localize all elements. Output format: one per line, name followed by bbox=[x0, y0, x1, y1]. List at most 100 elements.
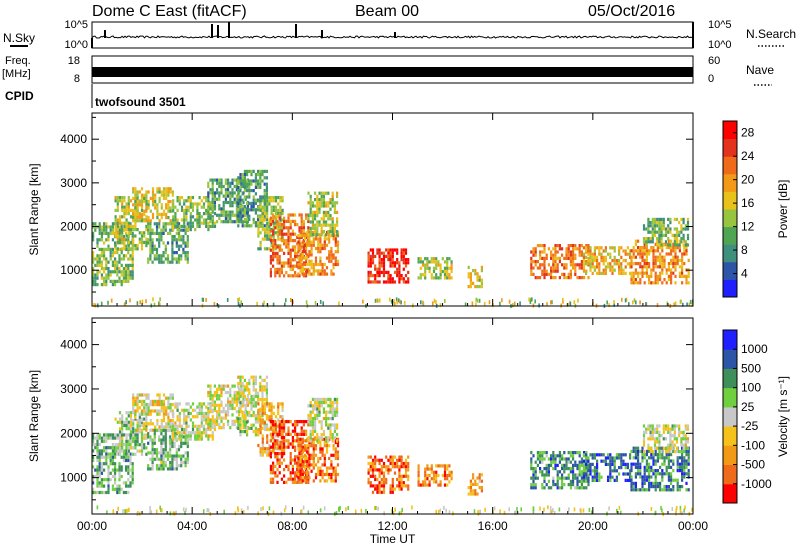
data-cell bbox=[289, 474, 292, 478]
data-cell bbox=[183, 427, 186, 432]
data-cell bbox=[96, 465, 99, 469]
data-cell bbox=[554, 467, 557, 471]
data-cell bbox=[287, 216, 290, 220]
data-cell bbox=[391, 280, 394, 284]
data-cell bbox=[266, 234, 269, 238]
data-cell bbox=[177, 247, 181, 251]
data-cell bbox=[310, 272, 313, 276]
data-cell bbox=[317, 460, 320, 464]
data-cell bbox=[311, 423, 314, 427]
data-cell bbox=[676, 255, 679, 259]
data-cell bbox=[132, 399, 135, 403]
data-cell bbox=[254, 430, 257, 434]
data-cell bbox=[314, 191, 317, 195]
data-cell bbox=[127, 420, 130, 424]
data-cell bbox=[243, 398, 246, 402]
data-cell bbox=[178, 202, 181, 206]
data-cell bbox=[374, 477, 377, 482]
data-cell bbox=[185, 215, 188, 219]
data-cell bbox=[134, 412, 137, 416]
data-cell bbox=[283, 458, 286, 462]
data-cell bbox=[196, 437, 199, 441]
data-cell bbox=[268, 202, 271, 206]
data-cell bbox=[116, 436, 119, 440]
data-cell bbox=[552, 263, 555, 267]
data-cell bbox=[314, 401, 317, 405]
data-cell bbox=[323, 456, 326, 461]
data-cell bbox=[476, 482, 479, 486]
data-cell bbox=[151, 428, 155, 432]
data-cell bbox=[123, 205, 126, 209]
data-cell bbox=[272, 411, 275, 416]
data-cell bbox=[310, 463, 313, 467]
data-cell bbox=[329, 217, 332, 221]
data-cell bbox=[331, 439, 334, 443]
data-cell bbox=[320, 397, 323, 401]
data-cell bbox=[450, 473, 453, 478]
data-cell bbox=[243, 423, 246, 427]
colorbar-swatch bbox=[723, 261, 737, 280]
data-cell bbox=[667, 268, 670, 272]
data-cell bbox=[278, 432, 281, 436]
data-cell bbox=[325, 243, 329, 247]
data-cell bbox=[239, 417, 242, 421]
data-cell bbox=[469, 281, 472, 285]
data-cell bbox=[140, 412, 144, 416]
data-cell bbox=[125, 263, 128, 267]
data-cell bbox=[669, 221, 672, 225]
data-cell bbox=[176, 437, 179, 441]
data-cell bbox=[667, 230, 670, 234]
data-cell bbox=[269, 229, 272, 233]
data-cell bbox=[269, 452, 272, 456]
data-cell bbox=[211, 210, 214, 214]
data-cell bbox=[268, 218, 271, 222]
data-cell bbox=[534, 250, 537, 254]
data-cell bbox=[173, 467, 176, 471]
data-cell bbox=[263, 182, 266, 186]
data-cell bbox=[224, 416, 227, 420]
nsearch-tick-bottom: 10^0 bbox=[708, 39, 732, 51]
data-cell bbox=[307, 191, 310, 195]
data-cell bbox=[167, 203, 170, 207]
data-cell bbox=[329, 223, 332, 227]
data-cell bbox=[317, 272, 320, 276]
data-cell bbox=[378, 474, 381, 478]
data-cell bbox=[274, 420, 277, 424]
data-cell bbox=[661, 249, 664, 253]
data-cell bbox=[289, 232, 292, 236]
data-cell bbox=[274, 267, 277, 271]
data-cell bbox=[450, 263, 453, 267]
data-cell bbox=[314, 259, 318, 263]
data-cell bbox=[291, 458, 294, 462]
data-cell bbox=[287, 426, 290, 430]
data-cell bbox=[294, 219, 297, 223]
data-cell bbox=[116, 452, 119, 456]
data-cell bbox=[114, 251, 117, 255]
data-cell bbox=[376, 490, 379, 494]
data-cell bbox=[252, 205, 255, 209]
data-cell bbox=[604, 265, 607, 269]
data-cell bbox=[308, 243, 311, 247]
data-cell bbox=[334, 234, 337, 238]
data-cell bbox=[98, 465, 101, 469]
data-cell bbox=[391, 277, 394, 281]
data-cell bbox=[530, 451, 533, 455]
data-cell bbox=[283, 480, 286, 484]
data-cell bbox=[145, 428, 148, 432]
data-cell bbox=[285, 226, 288, 230]
data-cell bbox=[186, 454, 189, 458]
data-cell bbox=[213, 302, 216, 306]
data-cell bbox=[569, 301, 572, 306]
data-cell bbox=[92, 270, 95, 274]
data-cell bbox=[248, 217, 251, 221]
data-cell bbox=[314, 300, 317, 305]
data-cell bbox=[618, 268, 621, 272]
data-cell bbox=[178, 437, 181, 441]
data-cell bbox=[309, 417, 312, 421]
data-cell bbox=[272, 471, 275, 475]
data-cell bbox=[194, 228, 197, 232]
data-cell bbox=[114, 215, 117, 219]
data-cell bbox=[185, 415, 188, 419]
data-cell bbox=[317, 237, 320, 241]
data-cell bbox=[272, 221, 275, 225]
